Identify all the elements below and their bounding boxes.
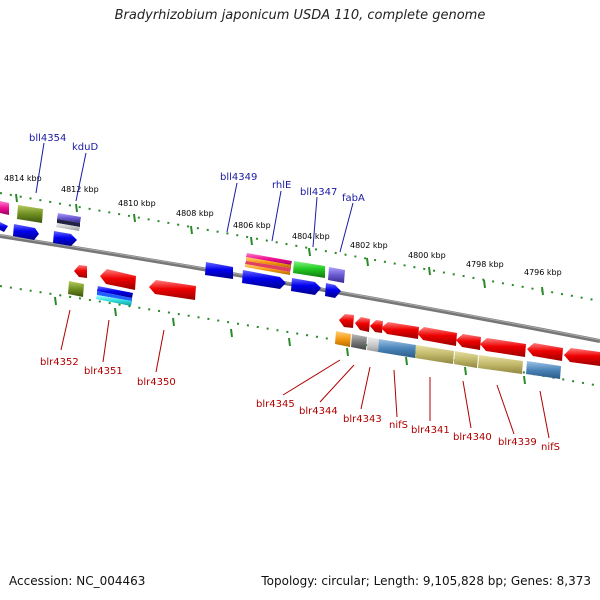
gene-feature <box>56 223 80 231</box>
tick-labels: 4814 kbp 4812 kbp 4810 kbp 4808 kbp 4806… <box>4 174 562 277</box>
gene-label: blr4340 <box>453 432 492 443</box>
gene-feature <box>53 231 77 246</box>
gene-feature <box>74 265 87 278</box>
tick-label: 4812 kbp <box>61 185 99 194</box>
gene-feature <box>242 270 286 289</box>
gene-label: bll4349 <box>220 172 257 183</box>
gene-feature <box>13 224 39 240</box>
top-label-leaders <box>35 142 354 253</box>
gene-label: fabA <box>342 193 365 204</box>
tick-label: 4800 kbp <box>408 251 446 260</box>
tick-label: 4806 kbp <box>233 221 271 230</box>
gene-feature <box>97 291 132 301</box>
gene-feature <box>245 261 291 272</box>
gene-feature <box>351 334 367 350</box>
tick-label: 4808 kbp <box>176 209 214 218</box>
bottom-labels: blr4352 blr4351 blr4350 blr4345 blr4344 … <box>40 357 560 453</box>
tick-label: 4804 kbp <box>292 232 330 241</box>
gene-feature <box>246 253 292 265</box>
gene-feature <box>293 261 325 278</box>
gene-label: blr4343 <box>343 414 382 425</box>
gene-feature <box>96 295 132 306</box>
tick-label: 4810 kbp <box>118 199 156 208</box>
gene-feature <box>57 219 80 227</box>
tick-label: 4802 kbp <box>350 241 388 250</box>
gene-feature <box>367 337 379 352</box>
gene-label: rhlE <box>272 180 291 191</box>
gene-feature <box>149 280 196 300</box>
gene-feature <box>245 264 290 275</box>
major-ticks <box>15 193 544 385</box>
gene-label: blr4350 <box>137 377 176 388</box>
accession-text: Accession: NC_004463 <box>9 574 146 588</box>
gene-feature <box>370 320 383 333</box>
gene-feature <box>57 213 81 223</box>
gene-feature <box>355 317 370 332</box>
top-labels: bll4354 kduD bll4349 rhlE bll4347 fabA <box>29 133 365 204</box>
gene-label: blr4351 <box>84 366 123 377</box>
forward-strand-features <box>0 201 345 298</box>
gene-feature <box>335 331 351 347</box>
gene-label: nifS <box>389 420 408 431</box>
gene-feature <box>480 338 526 357</box>
gene-label: blr4341 <box>411 425 450 436</box>
gene-feature <box>417 327 457 346</box>
gene-label: blr4345 <box>256 399 295 410</box>
gene-feature <box>564 348 600 366</box>
gene-feature <box>100 269 136 290</box>
gene-feature <box>246 257 291 268</box>
gene-feature <box>0 222 8 232</box>
gene-feature <box>291 278 321 295</box>
gene-feature <box>478 355 523 374</box>
gene-feature <box>456 334 481 350</box>
tick-label: 4798 kbp <box>466 260 504 269</box>
tick-label: 4796 kbp <box>524 268 562 277</box>
gene-label: bll4354 <box>29 133 66 144</box>
gene-label: bll4347 <box>300 187 337 198</box>
reverse-strand-features <box>68 265 600 379</box>
gene-feature <box>68 281 84 297</box>
bottom-label-leaders <box>60 309 550 439</box>
gene-feature <box>454 351 478 368</box>
gene-feature <box>526 361 561 379</box>
gene-label: nifS <box>541 442 560 453</box>
map-title: Bradyrhizobium japonicum USDA 110, compl… <box>114 8 486 23</box>
tick-label: 4814 kbp <box>4 174 42 183</box>
gene-feature <box>339 314 354 328</box>
gene-feature <box>328 267 345 283</box>
gene-feature <box>378 339 416 358</box>
gene-label: blr4344 <box>299 406 338 417</box>
gene-label: blr4352 <box>40 357 79 368</box>
gene-feature <box>325 283 341 298</box>
gene-feature <box>0 201 9 215</box>
gene-feature <box>17 205 43 223</box>
gene-feature <box>381 322 419 339</box>
gene-feature <box>527 343 563 361</box>
gene-feature <box>205 262 233 279</box>
genome-summary-text: Topology: circular; Length: 9,105,828 bp… <box>261 574 591 588</box>
gene-feature <box>415 345 454 364</box>
gene-label: blr4339 <box>498 437 537 448</box>
gene-feature <box>97 286 133 298</box>
gene-label: kduD <box>72 142 98 153</box>
